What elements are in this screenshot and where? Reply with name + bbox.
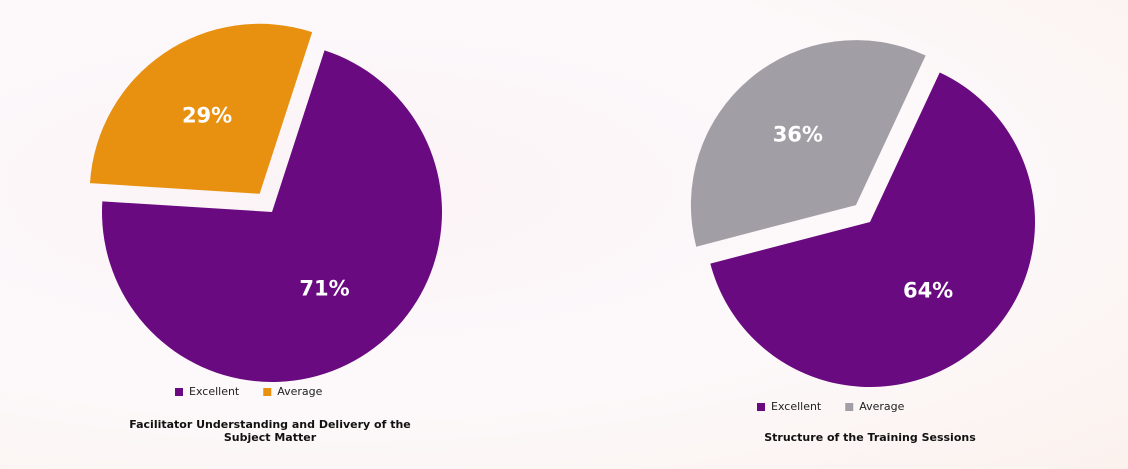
- legend-label: Excellent: [189, 385, 240, 398]
- value-label: 64%: [903, 279, 953, 303]
- pie-slice: [101, 50, 442, 382]
- legend-label: Average: [859, 400, 904, 413]
- chart-title: Structure of the Training Sessions: [764, 431, 976, 444]
- legend-swatch: [175, 388, 183, 396]
- legend-label: Excellent: [771, 400, 822, 413]
- value-label: 71%: [299, 276, 349, 300]
- value-label: 29%: [182, 103, 232, 127]
- legend-label: Average: [277, 385, 322, 398]
- pie-slice: [710, 72, 1035, 387]
- value-label: 36%: [773, 122, 823, 146]
- pie-slice: [690, 40, 926, 247]
- legend-swatch: [263, 388, 272, 396]
- legend-swatch: [845, 403, 854, 411]
- chart-title: Facilitator Understanding and Delivery o…: [129, 418, 411, 444]
- legend-swatch: [757, 403, 765, 411]
- pie-slice: [89, 23, 313, 194]
